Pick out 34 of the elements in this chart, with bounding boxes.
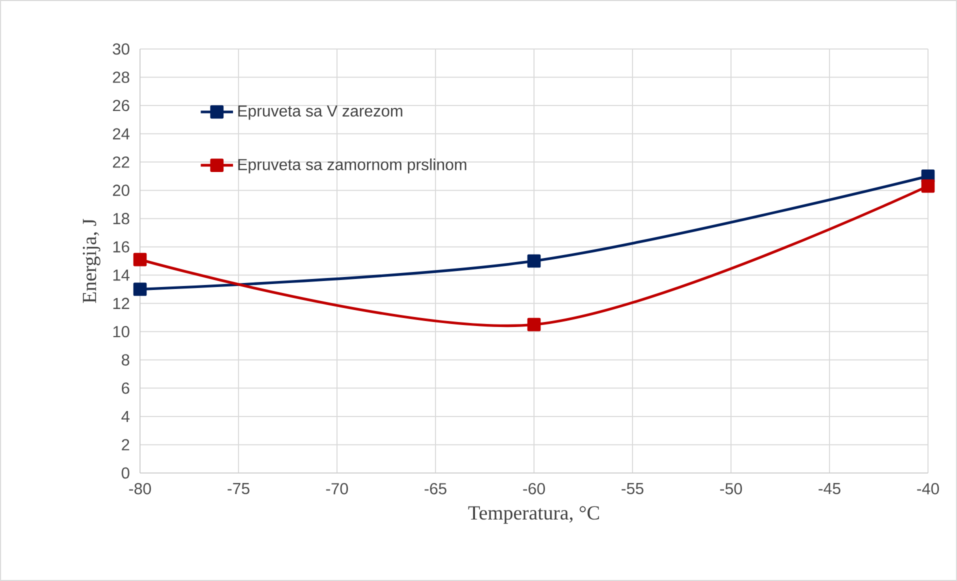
y-tick-label: 2: [122, 439, 130, 450]
point: [921, 179, 935, 193]
y-tick-label: 14: [113, 270, 130, 281]
point: [527, 318, 541, 332]
point: [133, 252, 147, 266]
y-tick-label: 4: [121, 410, 130, 422]
y-tick-label: 16: [113, 241, 130, 253]
x-tick-label: -65: [424, 483, 446, 494]
y-tick-label: 24: [112, 128, 130, 140]
x-tick-label: -50: [720, 483, 742, 494]
y-tick-label: 30: [112, 43, 130, 55]
point: [527, 254, 541, 268]
y-tick-label: 22: [112, 156, 130, 168]
y-tick-label: 8: [122, 354, 130, 366]
y-tick-label: 18: [113, 212, 130, 224]
x-tick-label: -45: [818, 483, 840, 494]
x-axis-title: Temperatura, °C: [468, 506, 599, 524]
point: [133, 282, 147, 296]
x-tick-label: -55: [622, 483, 644, 494]
y-tick-label: 20: [112, 184, 130, 196]
y-tick-label: 26: [112, 100, 130, 112]
x-tick-label: -60: [523, 483, 545, 494]
x-tick-label: -75: [228, 483, 250, 494]
x-tick-label: -80: [129, 483, 151, 494]
legend-label: Epruveta sa V zarezom: [238, 105, 402, 120]
y-tick-label: 28: [112, 72, 130, 83]
x-tick-label: -40: [917, 483, 939, 494]
x-tick-label: -70: [326, 483, 348, 494]
y-tick-label: 6: [122, 382, 130, 394]
legend-label: Epruveta sa zamornom prslinom: [238, 158, 466, 174]
y-axis-title: Energija, J: [82, 218, 100, 303]
y-tick-label: 10: [113, 326, 130, 338]
y-tick-label: 12: [113, 298, 130, 309]
y-tick-label: 0: [122, 467, 130, 479]
